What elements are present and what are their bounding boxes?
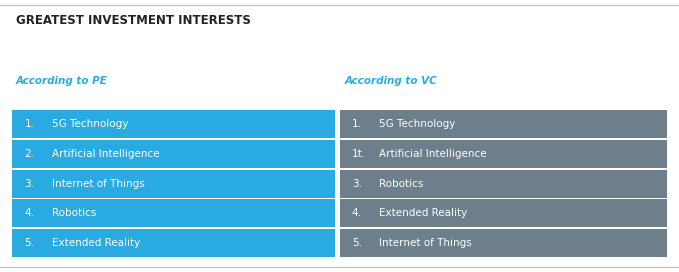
FancyBboxPatch shape <box>340 169 667 198</box>
Text: 4.: 4. <box>24 208 35 218</box>
Text: According to PE: According to PE <box>16 76 107 86</box>
Text: 5G Technology: 5G Technology <box>379 119 455 129</box>
FancyBboxPatch shape <box>340 199 667 227</box>
Text: Internet of Things: Internet of Things <box>379 238 472 248</box>
Text: 5.: 5. <box>24 238 35 248</box>
Text: 1.: 1. <box>352 119 362 129</box>
Text: Extended Reality: Extended Reality <box>52 238 140 248</box>
Text: 4.: 4. <box>352 208 362 218</box>
Text: Artificial Intelligence: Artificial Intelligence <box>52 149 160 159</box>
Text: 5.: 5. <box>352 238 362 248</box>
Text: According to VC: According to VC <box>344 76 437 86</box>
Text: 3.: 3. <box>352 179 362 188</box>
Text: 1t.: 1t. <box>352 149 366 159</box>
Text: Internet of Things: Internet of Things <box>52 179 145 188</box>
FancyBboxPatch shape <box>340 140 667 168</box>
Text: 3.: 3. <box>24 179 35 188</box>
Text: Artificial Intelligence: Artificial Intelligence <box>379 149 487 159</box>
Text: 2.: 2. <box>24 149 35 159</box>
Text: Robotics: Robotics <box>379 179 423 188</box>
FancyBboxPatch shape <box>12 199 335 227</box>
Text: 5G Technology: 5G Technology <box>52 119 128 129</box>
Text: 1.: 1. <box>24 119 35 129</box>
Text: GREATEST INVESTMENT INTERESTS: GREATEST INVESTMENT INTERESTS <box>16 14 251 27</box>
Text: Robotics: Robotics <box>52 208 96 218</box>
FancyBboxPatch shape <box>12 140 335 168</box>
FancyBboxPatch shape <box>340 110 667 138</box>
FancyBboxPatch shape <box>12 110 335 138</box>
FancyBboxPatch shape <box>12 229 335 257</box>
Text: Extended Reality: Extended Reality <box>379 208 467 218</box>
FancyBboxPatch shape <box>12 169 335 198</box>
FancyBboxPatch shape <box>340 229 667 257</box>
